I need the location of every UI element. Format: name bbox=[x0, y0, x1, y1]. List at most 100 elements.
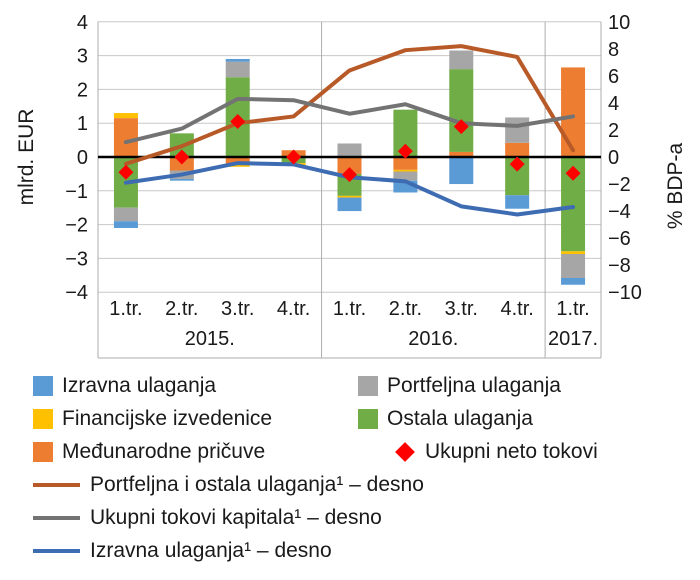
bar-segment bbox=[113, 113, 138, 119]
svg-text:−4: −4 bbox=[65, 282, 88, 304]
diamond-marker bbox=[453, 119, 469, 135]
bar-segment bbox=[393, 169, 418, 172]
svg-text:0: 0 bbox=[608, 147, 619, 169]
diamond-marker bbox=[509, 156, 525, 172]
svg-text:4.tr.: 4.tr. bbox=[500, 298, 533, 320]
svg-text:2.tr.: 2.tr. bbox=[389, 298, 422, 320]
legend-row: Izravna ulaganja Portfeljna ulaganja bbox=[33, 369, 683, 402]
year-label: 2016. bbox=[408, 328, 458, 350]
square-swatch-icon bbox=[33, 408, 53, 429]
svg-text:4: 4 bbox=[608, 93, 619, 115]
svg-text:8: 8 bbox=[608, 39, 619, 61]
bar-segment bbox=[505, 142, 530, 157]
line-swatch-icon bbox=[33, 482, 80, 487]
diamond-marker bbox=[565, 165, 581, 181]
legend-label: Portfeljna ulaganja bbox=[387, 373, 561, 397]
svg-text:−6: −6 bbox=[608, 228, 631, 250]
bar-segment bbox=[561, 254, 586, 279]
bar-segment bbox=[449, 157, 474, 185]
line-Ukupni tokovi kapitala¹ – desno bbox=[123, 96, 576, 145]
legend-label: Ukupni tokovi kapitala¹ – desno bbox=[90, 505, 382, 529]
svg-text:−3: −3 bbox=[65, 248, 88, 270]
bar-segment bbox=[449, 69, 474, 152]
svg-text:2: 2 bbox=[608, 120, 619, 142]
square-swatch-icon bbox=[358, 375, 378, 396]
legend-label: Izravna ulaganja¹ – desno bbox=[90, 538, 332, 562]
bar-segment bbox=[449, 50, 474, 70]
svg-text:1: 1 bbox=[77, 113, 88, 135]
bar-segment bbox=[505, 117, 530, 143]
square-swatch-icon bbox=[33, 375, 53, 396]
year-label: 2015. bbox=[185, 328, 235, 350]
legend-row: Portfeljna i ostala ulaganja¹ – desno bbox=[33, 468, 683, 501]
legend-label: Ukupni neto tokovi bbox=[425, 439, 598, 463]
line-swatch-icon bbox=[33, 515, 80, 520]
legend-label: Portfeljna i ostala ulaganja¹ – desno bbox=[90, 472, 424, 496]
diamond-marker bbox=[118, 164, 134, 180]
bar-segment bbox=[561, 278, 586, 285]
svg-text:4.tr.: 4.tr. bbox=[277, 298, 310, 320]
svg-text:0: 0 bbox=[77, 147, 88, 169]
diamond-marker bbox=[230, 114, 246, 130]
legend-row: Ukupni tokovi kapitala¹ – desno bbox=[33, 501, 683, 534]
bar-segment bbox=[113, 207, 138, 222]
legend-item: Ukupni neto tokovi bbox=[358, 440, 683, 464]
stacked-bars bbox=[113, 50, 586, 285]
right-axis-title: % BDP-a bbox=[664, 142, 687, 230]
diamond-swatch-icon bbox=[395, 441, 415, 462]
diamond-marker bbox=[174, 149, 190, 165]
legend-item: Ostala ulaganja bbox=[358, 407, 683, 431]
bar-segment bbox=[169, 178, 194, 181]
svg-text:3.tr.: 3.tr. bbox=[221, 298, 254, 320]
bar-segment bbox=[561, 251, 586, 255]
x-axis-labels: 1.tr. 2.tr. 3.tr. 4.tr. 1.tr. 2.tr. 3.tr. 4.tr.… bbox=[109, 298, 598, 350]
square-swatch-icon bbox=[358, 408, 378, 429]
svg-text:10: 10 bbox=[608, 12, 630, 34]
svg-text:4: 4 bbox=[77, 12, 88, 34]
legend-label: Ostala ulaganja bbox=[387, 406, 533, 430]
legend-item: Izravna ulaganja bbox=[33, 374, 358, 398]
svg-text:6: 6 bbox=[608, 66, 619, 88]
svg-text:3: 3 bbox=[77, 46, 88, 68]
svg-text:3.tr.: 3.tr. bbox=[445, 298, 478, 320]
svg-text:−1: −1 bbox=[65, 181, 88, 203]
diamond-marker bbox=[286, 149, 302, 165]
bar-segment bbox=[337, 195, 362, 198]
bar-segment bbox=[337, 157, 362, 174]
left-axis-title: mlrd. EUR bbox=[15, 108, 38, 206]
bar-segment bbox=[337, 197, 362, 212]
legend-item: Međunarodne pričuve bbox=[33, 440, 358, 464]
chart-legend: Izravna ulaganja Portfeljna ulaganja Finan… bbox=[33, 369, 683, 567]
svg-text:1.tr.: 1.tr. bbox=[109, 298, 142, 320]
svg-text:2: 2 bbox=[77, 79, 88, 101]
year-label: 2017. bbox=[548, 328, 598, 350]
line-swatch-icon bbox=[33, 548, 80, 553]
svg-text:−8: −8 bbox=[608, 255, 631, 277]
legend-item: Ukupni tokovi kapitala¹ – desno bbox=[33, 506, 382, 530]
svg-text:−10: −10 bbox=[608, 282, 642, 304]
legend-label: Izravna ulaganja bbox=[62, 373, 217, 397]
legend-row: Financijske izvedenice Ostala ulaganja bbox=[33, 402, 683, 435]
svg-text:−4: −4 bbox=[608, 201, 631, 223]
square-swatch-icon bbox=[33, 441, 53, 462]
legend-row: Izravna ulaganja¹ – desno bbox=[33, 534, 683, 567]
plot-area-wrap: 4 3 2 1 0 −1 −2 −3 −4 10 8 6 4 2 0 −2 −4 −6 −8 −10 1.tr. 2.tr… bbox=[65, 12, 642, 359]
legend-item: Izravna ulaganja¹ – desno bbox=[33, 539, 332, 563]
bar-segment bbox=[225, 164, 250, 167]
bar-segment bbox=[393, 171, 418, 181]
bar-segment bbox=[561, 67, 586, 157]
diamond-marker bbox=[397, 143, 413, 159]
legend-item: Portfeljna i ostala ulaganja¹ – desno bbox=[33, 473, 424, 497]
legend-item: Portfeljna ulaganja bbox=[358, 374, 683, 398]
legend-label: Međunarodne pričuve bbox=[62, 439, 266, 463]
bar-segment bbox=[225, 58, 250, 62]
svg-text:−2: −2 bbox=[65, 215, 88, 237]
svg-text:2.tr.: 2.tr. bbox=[165, 298, 198, 320]
diamond-marker bbox=[342, 167, 357, 183]
legend-item: Financijske izvedenice bbox=[33, 407, 358, 431]
scatter-series bbox=[118, 114, 581, 183]
bar-segment bbox=[449, 151, 474, 157]
